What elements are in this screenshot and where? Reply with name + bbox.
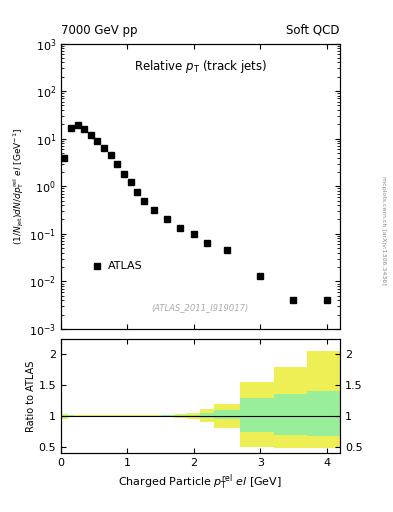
X-axis label: Charged Particle $p^\mathrm{rel}_\mathrm{T}\ el\ [\mathrm{GeV}]$: Charged Particle $p^\mathrm{rel}_\mathrm… [119, 472, 282, 492]
Text: 7000 GeV pp: 7000 GeV pp [61, 24, 138, 37]
Text: mcplots.cern.ch [arXiv:1306.3436]: mcplots.cern.ch [arXiv:1306.3436] [381, 176, 386, 285]
Text: Soft QCD: Soft QCD [286, 24, 340, 37]
Text: Relative $p_\mathrm{T}$ (track jets): Relative $p_\mathrm{T}$ (track jets) [134, 58, 267, 75]
Text: ATLAS: ATLAS [108, 261, 143, 271]
Text: (ATLAS_2011_I919017): (ATLAS_2011_I919017) [152, 303, 249, 312]
Y-axis label: Ratio to ATLAS: Ratio to ATLAS [26, 360, 36, 432]
Y-axis label: $(1/N_\mathrm{jet})dN/dp^\mathrm{rel}_\mathrm{T}\ el\ [\mathrm{GeV}^{-1}]$: $(1/N_\mathrm{jet})dN/dp^\mathrm{rel}_\m… [12, 127, 26, 245]
